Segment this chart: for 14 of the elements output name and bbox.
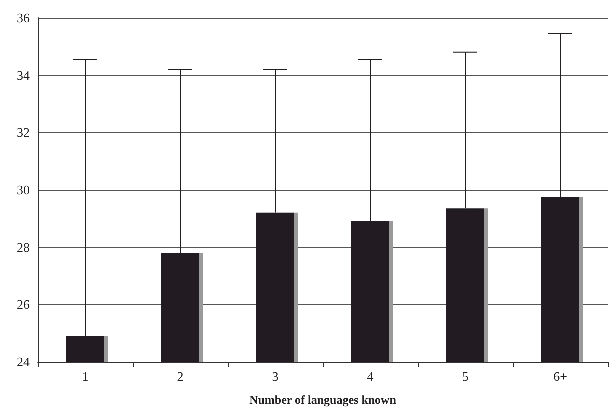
- y-tick-label: 36: [17, 10, 30, 26]
- x-axis-title: Number of languages known: [250, 393, 397, 407]
- x-tick-label: 3: [272, 369, 279, 384]
- y-tick-label: 34: [17, 68, 30, 83]
- x-tick-label: 5: [462, 369, 469, 384]
- x-tick-label: 1: [82, 369, 89, 384]
- y-tick-label: 32: [17, 125, 30, 140]
- x-tick-label: 6+: [554, 369, 568, 384]
- y-tick-label: 30: [17, 182, 30, 198]
- y-tick-label: 26: [17, 297, 30, 312]
- y-tick-label: 28: [17, 240, 30, 255]
- x-tick-label: 2: [177, 369, 184, 384]
- x-tick-label: 4: [367, 369, 374, 384]
- y-tick-label: 24: [17, 354, 30, 370]
